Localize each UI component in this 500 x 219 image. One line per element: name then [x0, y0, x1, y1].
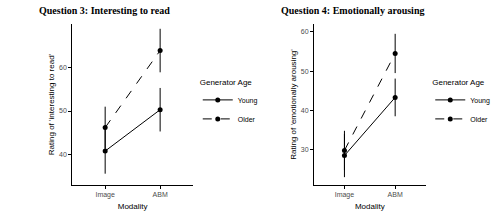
svg-text:40: 40	[59, 151, 67, 158]
svg-text:Rating of 'emotionally arousin: Rating of 'emotionally arousing'	[289, 49, 298, 160]
svg-text:Older: Older	[470, 116, 488, 123]
svg-text:Young: Young	[470, 97, 490, 105]
svg-text:Generator Age: Generator Age	[200, 78, 253, 87]
svg-text:30: 30	[301, 146, 309, 153]
svg-text:50: 50	[301, 68, 309, 75]
svg-text:Older: Older	[238, 116, 256, 123]
svg-text:Question 3: Interesting to rea: Question 3: Interesting to read	[39, 5, 170, 16]
svg-text:ABM: ABM	[388, 191, 403, 198]
svg-text:Question 4: Emotionally arousi: Question 4: Emotionally arousing	[281, 5, 424, 16]
svg-text:Generator Age: Generator Age	[432, 78, 485, 87]
svg-text:Image: Image	[95, 191, 115, 199]
svg-text:50: 50	[59, 107, 67, 114]
svg-text:Modality: Modality	[355, 202, 385, 211]
svg-text:Image: Image	[335, 191, 355, 199]
svg-text:40: 40	[301, 107, 309, 114]
svg-text:Young: Young	[238, 97, 258, 105]
svg-text:60: 60	[59, 64, 67, 71]
svg-text:60: 60	[301, 28, 309, 35]
svg-text:Rating of 'interesting to read: Rating of 'interesting to read'	[47, 53, 56, 155]
svg-text:Modality: Modality	[118, 202, 148, 211]
svg-text:ABM: ABM	[153, 191, 168, 198]
